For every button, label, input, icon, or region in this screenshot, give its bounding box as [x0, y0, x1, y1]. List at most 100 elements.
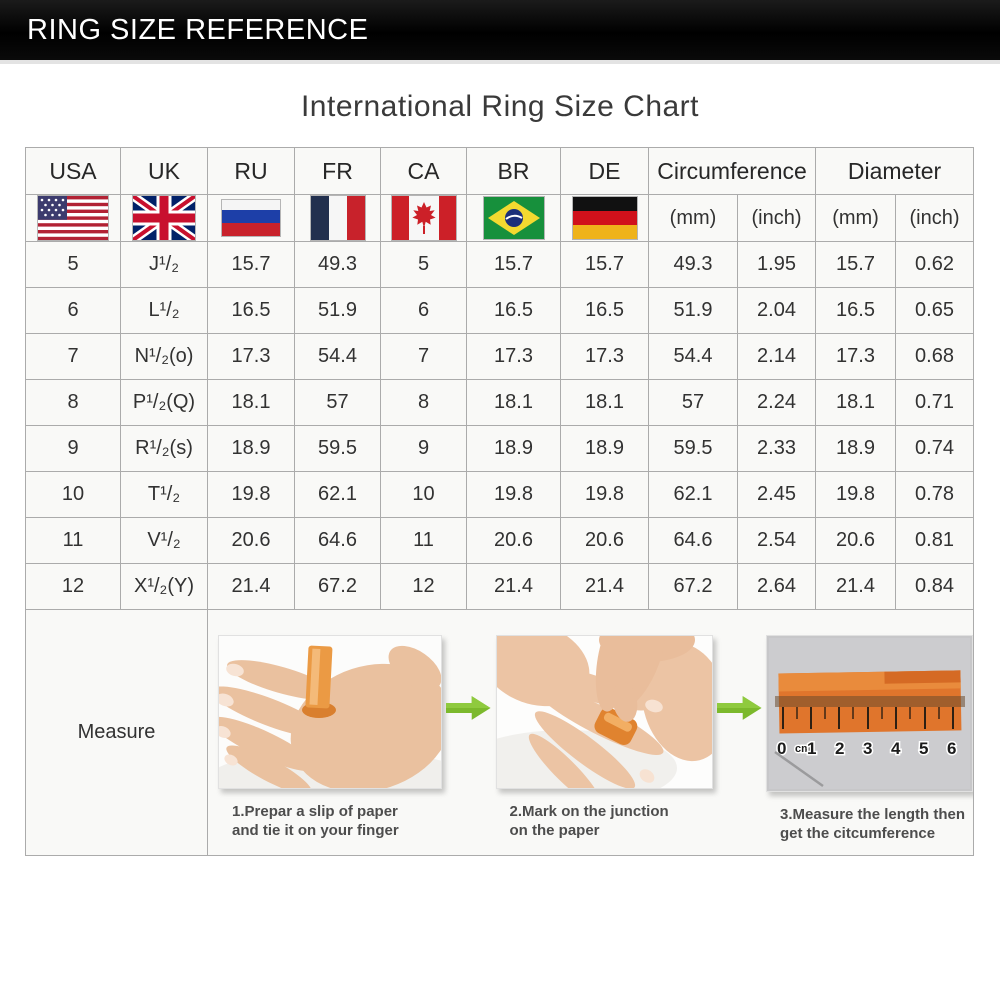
fr-size-cell: 57 — [294, 379, 381, 426]
table-row: 11 V¹/₂ 20.6 64.6 11 20.6 20.6 64.6 2.54… — [25, 517, 975, 564]
de-flag-icon — [571, 196, 638, 240]
usa-size-cell: 11 — [25, 517, 121, 564]
circumference-mm-cell: 57 — [648, 379, 738, 426]
fr-header: FR — [294, 147, 381, 195]
circumference-mm-cell: 62.1 — [648, 471, 738, 518]
usa-header: USA — [25, 147, 121, 195]
ca-size-cell: 12 — [380, 563, 467, 610]
banner: RING SIZE REFERENCE — [0, 0, 1000, 64]
br-size-cell: 15.7 — [466, 241, 561, 288]
uk-size-cell: R¹/₂(s) — [120, 425, 208, 472]
de-size-cell: 19.8 — [560, 471, 649, 518]
measure-label: Measure — [25, 609, 208, 856]
uk-size-cell: L¹/₂ — [120, 287, 208, 334]
uk-size-cell: T¹/₂ — [120, 471, 208, 518]
circumference-mm-cell: 64.6 — [648, 517, 738, 564]
uk-size-cell: V¹/₂ — [120, 517, 208, 564]
usa-size-cell: 8 — [25, 379, 121, 426]
br-size-cell: 21.4 — [466, 563, 561, 610]
de-size-cell: 18.9 — [560, 425, 649, 472]
de-size-cell: 17.3 — [560, 333, 649, 380]
circumference-mm-cell: 59.5 — [648, 425, 738, 472]
circumference-inch-cell: 2.54 — [736, 517, 817, 564]
de-size-cell: 21.4 — [560, 563, 649, 610]
svg-text:2: 2 — [835, 739, 844, 758]
usa-size-cell: 9 — [25, 425, 121, 472]
de-size-cell: 16.5 — [560, 287, 649, 334]
diameter-inch-cell: 0.74 — [895, 425, 975, 472]
page-title: International Ring Size Chart — [300, 90, 700, 123]
diameter-mm-cell: 18.9 — [815, 425, 897, 472]
ru-flag-icon — [221, 199, 281, 237]
diameter-mm-cell: 18.1 — [815, 379, 897, 426]
uk-flag-icon — [132, 195, 196, 241]
ru-size-cell: 20.6 — [207, 517, 295, 564]
table-row: 5 J¹/₂ 15.7 49.3 5 15.7 15.7 49.3 1.95 1… — [25, 241, 975, 288]
diameter-mm-cell: 15.7 — [815, 241, 897, 288]
ca-size-cell: 5 — [380, 241, 467, 288]
fr-size-cell: 62.1 — [294, 471, 381, 518]
measure-step-1: 1.Prepar a slip of paper and tie it on y… — [218, 634, 442, 841]
circumference-mm-cell: 49.3 — [648, 241, 738, 288]
de-header: DE — [560, 147, 649, 195]
mark-junction-illustration — [496, 635, 712, 788]
usa-flag-icon — [37, 195, 109, 241]
diameter-inch-cell: 0.78 — [895, 471, 975, 518]
uk-size-cell: X¹/₂(Y) — [120, 563, 208, 610]
step-3-caption: 3.Measure the length then get the citcum… — [780, 805, 966, 843]
diameter-inch-cell: 0.81 — [895, 517, 975, 564]
ru-size-cell: 15.7 — [207, 241, 295, 288]
fr-size-cell: 51.9 — [294, 287, 381, 334]
ru-size-cell: 18.1 — [207, 379, 295, 426]
diameter-mm-cell: 16.5 — [815, 287, 897, 334]
measure-steps: 1.Prepar a slip of paper and tie it on y… — [209, 622, 973, 844]
br-size-cell: 18.1 — [466, 379, 561, 426]
circumference-inch-cell: 2.24 — [736, 379, 817, 426]
diameter-mm-cell: 17.3 — [815, 333, 897, 380]
measure-row: Measure — [25, 609, 975, 856]
circumference-inch-cell: 2.14 — [736, 333, 817, 380]
banner-title: RING SIZE REFERENCE — [27, 13, 369, 46]
usa-size-cell: 10 — [25, 471, 121, 518]
usa-size-cell: 7 — [25, 333, 121, 380]
header-row: USA UK RU FR CA BR DE Circumference Diam… — [25, 147, 975, 195]
br-size-cell: 18.9 — [466, 425, 561, 472]
de-size-cell: 18.1 — [560, 379, 649, 426]
svg-text:1: 1 — [807, 739, 816, 758]
circumference-inch-cell: 1.95 — [736, 241, 817, 288]
step-1-caption: 1.Prepar a slip of paper and tie it on y… — [232, 802, 399, 840]
svg-text:3: 3 — [863, 739, 872, 758]
circumference-mm-cell: 67.2 — [648, 563, 738, 610]
diameter-inch-cell: 0.68 — [895, 333, 975, 380]
ru-size-cell: 16.5 — [207, 287, 295, 334]
circumference-inch-cell: 2.45 — [736, 471, 817, 518]
uk-header: UK — [120, 147, 208, 195]
diameter-mm-unit: (mm) — [815, 194, 897, 242]
diameter-mm-cell: 21.4 — [815, 563, 897, 610]
green-arrow-right-icon — [716, 695, 762, 720]
svg-text:4: 4 — [891, 739, 901, 758]
step-2-caption: 2.Mark on the junction on the paper — [509, 802, 669, 840]
ca-size-cell: 7 — [380, 333, 467, 380]
uk-size-cell: N¹/₂(o) — [120, 333, 208, 380]
circumference-mm-cell: 54.4 — [648, 333, 738, 380]
diameter-mm-cell: 19.8 — [815, 471, 897, 518]
svg-text:6: 6 — [947, 739, 956, 758]
table-row: 7 N¹/₂(o) 17.3 54.4 7 17.3 17.3 54.4 2.1… — [25, 333, 975, 380]
ring-size-table: USA UK RU FR CA BR DE Circumference Diam… — [25, 147, 975, 856]
diameter-header: Diameter — [815, 147, 975, 195]
circumference-inch-cell: 2.33 — [736, 425, 817, 472]
circumference-header: Circumference — [647, 147, 817, 195]
de-size-cell: 20.6 — [560, 517, 649, 564]
usa-size-cell: 6 — [25, 287, 121, 334]
measure-step-3: 0 cm 1 2 3 4 5 6 — [766, 634, 973, 844]
circumference-inch-cell: 2.04 — [736, 287, 817, 334]
usa-size-cell: 12 — [25, 563, 121, 610]
circumference-inch-unit: (inch) — [736, 194, 817, 242]
diameter-inch-cell: 0.71 — [895, 379, 975, 426]
measure-step-2: 2.Mark on the junction on the paper — [495, 634, 713, 841]
table-row: 6 L¹/₂ 16.5 51.9 6 16.5 16.5 51.9 2.04 1… — [25, 287, 975, 334]
ru-header: RU — [207, 147, 295, 195]
br-header: BR — [466, 147, 561, 195]
br-size-cell: 19.8 — [466, 471, 561, 518]
